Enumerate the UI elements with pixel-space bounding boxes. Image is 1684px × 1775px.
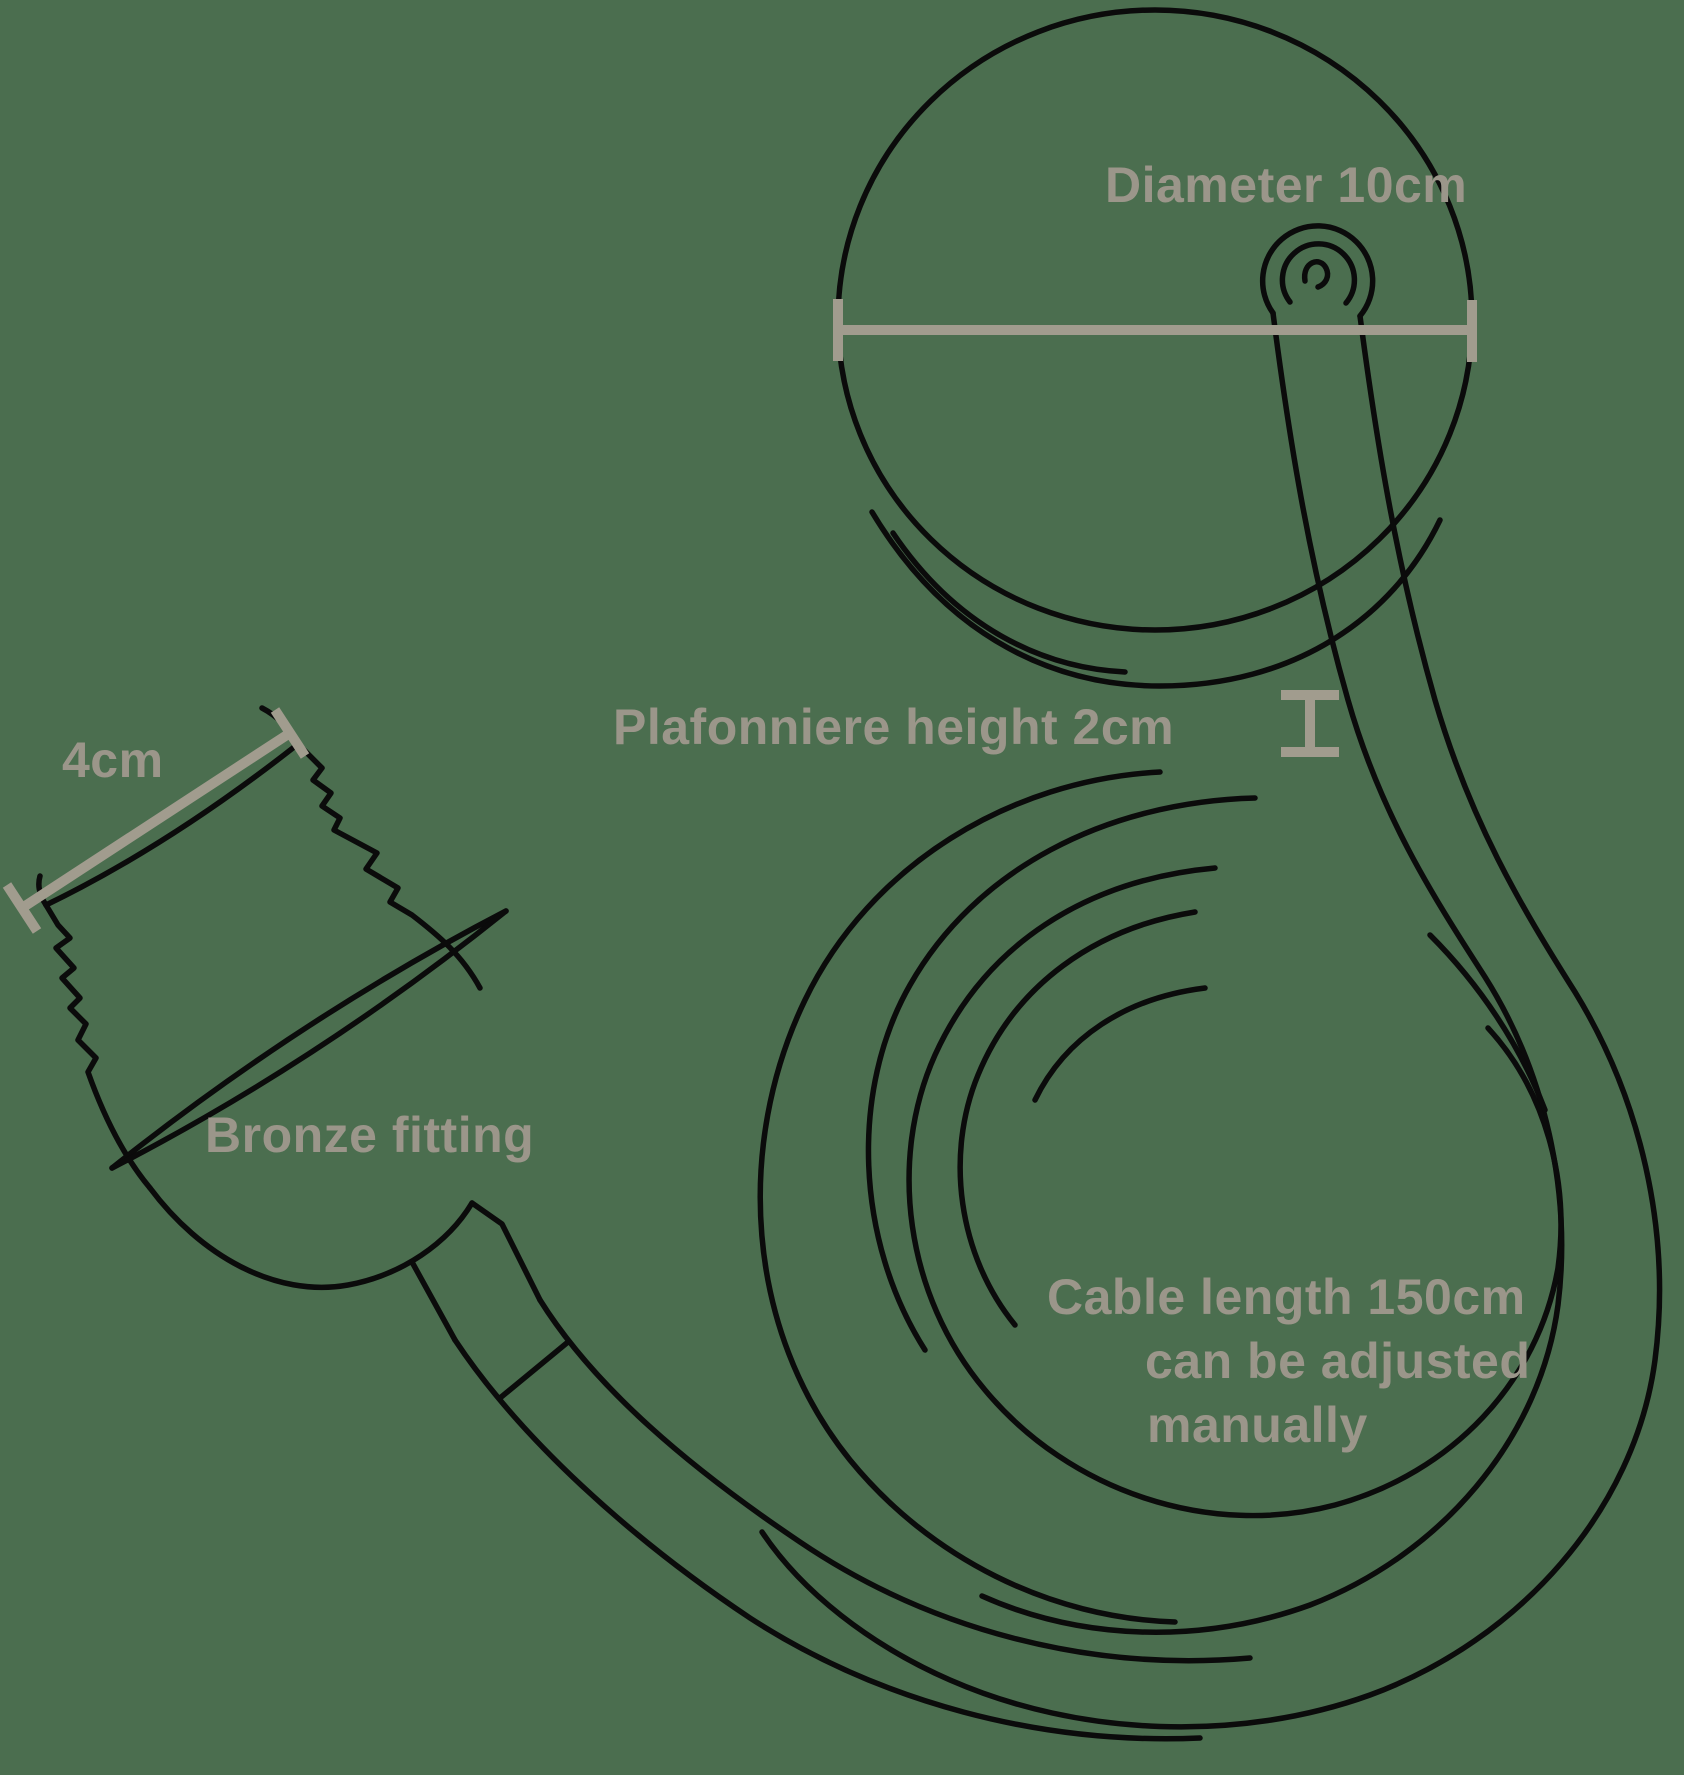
cable-loop-hook <box>1302 259 1331 290</box>
fitting-cap-left <box>2 882 42 934</box>
plafonniere-rim-outer <box>869 509 1443 689</box>
cable-note-line2: can be adjusted <box>1145 1333 1531 1389</box>
fitting-cap-right <box>270 707 310 759</box>
cable-note-line1: Cable length 150cm <box>1047 1269 1526 1325</box>
fitting-drawing <box>36 705 1253 1742</box>
coil-wrap-fourth <box>957 909 1198 1328</box>
coil-wrap-outer <box>757 769 1178 1625</box>
fitting-opening-rim <box>43 741 301 908</box>
cable-loop-inner <box>1279 241 1358 306</box>
cable-descending-right-line <box>759 313 1663 1730</box>
dimension-markers <box>2 299 1477 934</box>
fitting-neck-bottom-edge <box>409 1259 458 1343</box>
fitting-name-label: Bronze fitting <box>205 1107 535 1163</box>
coil-wrap-inner-short <box>1032 985 1208 1103</box>
diameter-label: Diameter 10cm <box>1105 157 1468 213</box>
fitting-cup <box>147 1185 475 1291</box>
fitting-dimension-line <box>19 728 293 913</box>
fitting-cable-top-line <box>537 1297 1253 1664</box>
fitting-cable-bottom-line <box>452 1337 1203 1742</box>
coil-wrap-second <box>865 795 1258 1353</box>
fitting-collar-line <box>497 1339 571 1401</box>
plafonniere-face-circle <box>835 7 1475 633</box>
cable-note-line3: manually <box>1147 1397 1368 1453</box>
fitting-skirt-rim-upper <box>109 908 509 1171</box>
fitting-thread-right <box>295 741 483 991</box>
plafonniere-drawing <box>835 7 1475 689</box>
plafonniere-height-label: Plafonniere height 2cm <box>613 699 1175 755</box>
coil-wrap-right-segment <box>1427 932 1548 1113</box>
fitting-thread-left <box>43 902 153 1191</box>
fitting-skirt-rim-lower <box>109 908 509 1171</box>
cable-loop-outer <box>1259 223 1376 319</box>
cable-coil-drawing <box>757 310 1663 1730</box>
fitting-width-label: 4cm <box>62 732 164 788</box>
coil-wrap-third <box>906 865 1564 1519</box>
fitting-opening-left-tip <box>36 873 49 908</box>
plafonniere-rim-inner <box>890 530 1128 675</box>
fitting-neck-top-edge <box>469 1200 543 1303</box>
